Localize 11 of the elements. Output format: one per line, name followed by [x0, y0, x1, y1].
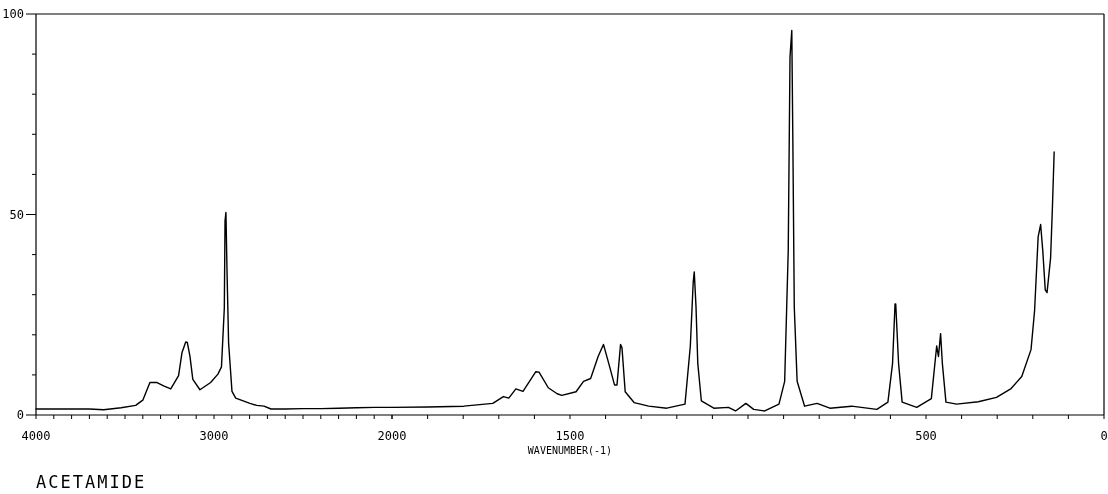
x-tick-label: 500 [915, 429, 937, 443]
x-tick-label: 2000 [377, 429, 407, 443]
y-tick-label: 50 [9, 207, 24, 222]
x-tick-label: 3000 [199, 429, 229, 443]
x-axis-title: WAVENUMBER(-1) [527, 445, 613, 456]
x-tick-label: 1500 [555, 429, 585, 443]
y-tick-label: 100 [2, 7, 24, 22]
x-tick-label: 4000 [21, 429, 51, 443]
x-tick-label: 0 [1100, 429, 1108, 443]
y-tick-label: 0 [16, 408, 24, 423]
text: ACETAMIDE [36, 472, 147, 492]
